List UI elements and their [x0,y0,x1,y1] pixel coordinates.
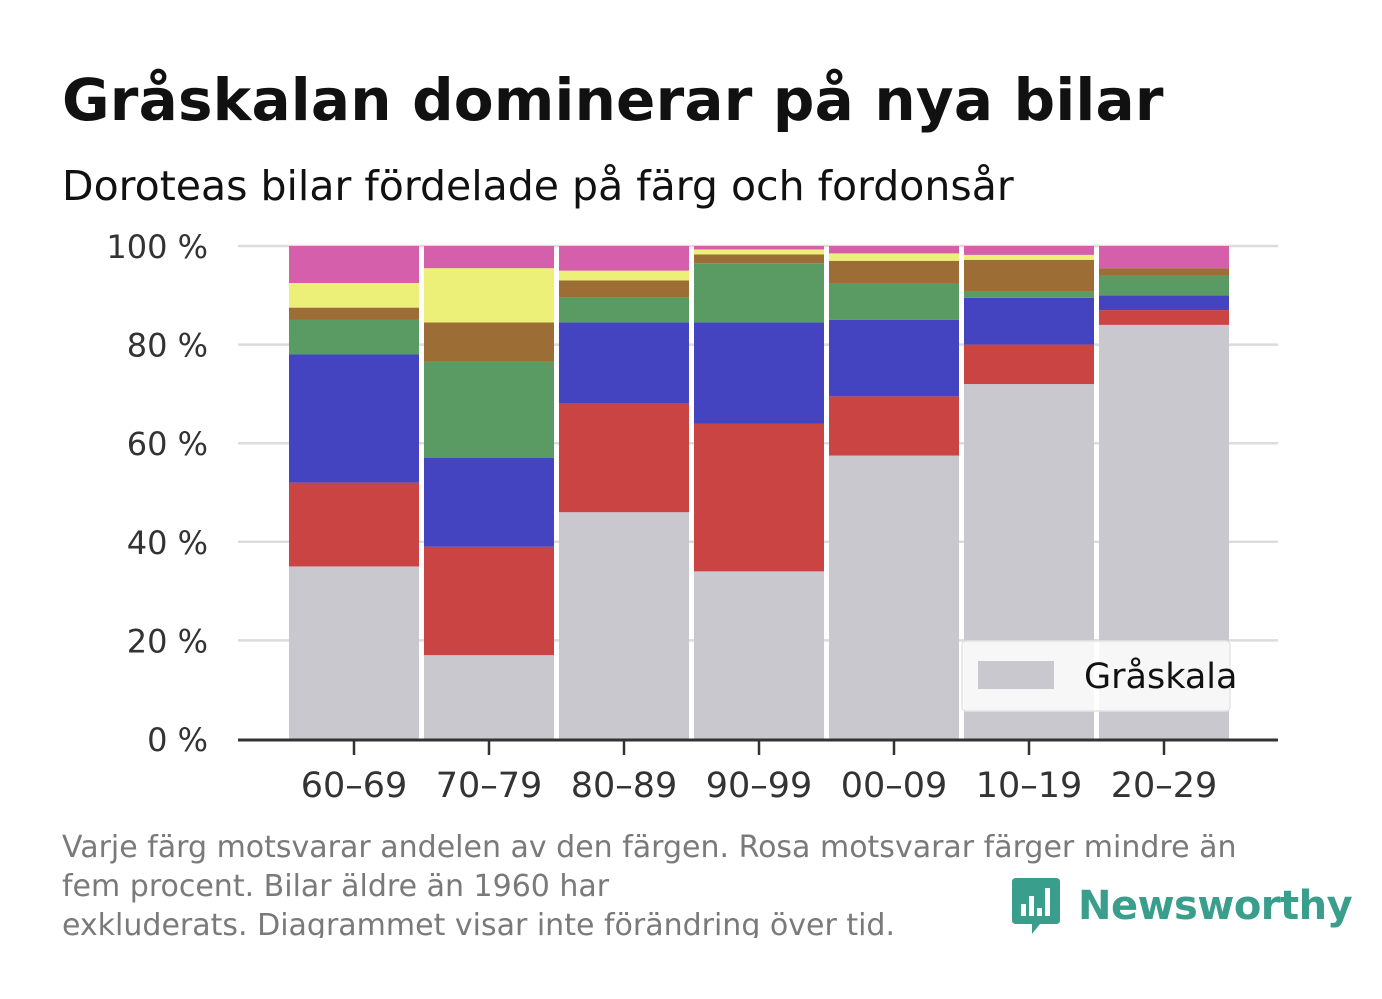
y-tick-label: 0 % [147,721,208,759]
bar-segment [964,246,1094,255]
bar-segment [559,281,689,298]
bar-segment [424,547,554,655]
bar-segment [694,263,824,322]
bar-segment [424,362,554,458]
bar-segment [964,260,1094,292]
bar-segment [964,298,1094,345]
bar-segment [829,246,959,253]
bar-segment [1099,276,1229,296]
bar-segment [559,404,689,512]
bar-segment [829,456,959,739]
bar-segment [694,249,824,254]
bar-segment [694,254,824,263]
bar-segment [694,246,824,249]
x-tick-label: 70–79 [436,766,543,806]
footnote-line-1: Varje färg motsvarar andelen av den färg… [62,828,1302,867]
bar-segment [289,246,419,283]
x-tick-label: 60–69 [301,766,408,806]
bar-segment [424,246,554,268]
x-tick-label: 80–89 [571,766,678,806]
bar-segment [289,283,419,308]
x-tick-label: 10–19 [976,766,1083,806]
legend-swatch [978,661,1054,689]
bar-segment [1099,268,1229,275]
x-tick-label: 20–29 [1111,766,1218,806]
bar-segment [424,655,554,739]
bar-segment [694,423,824,571]
bar-segment [829,261,959,283]
y-tick-label: 100 % [106,228,208,266]
brand-name: Newsworthy [1078,883,1352,929]
y-tick-label: 60 % [127,425,208,463]
bar-segment [289,320,419,355]
y-tick-label: 40 % [127,524,208,562]
bar-segment [1099,246,1229,268]
bar-segment [829,396,959,455]
x-tick-label: 00–09 [841,766,948,806]
bar-segment [1099,295,1229,310]
bar-segment [1099,310,1229,325]
legend-label: Gråskala [1084,656,1237,697]
bar-segment [829,283,959,320]
bar-segment [424,322,554,361]
bar-segment [964,255,1094,260]
bar-segment [559,512,689,739]
bar-segment [424,268,554,322]
bar-segment [964,292,1094,298]
bar-segment [289,566,419,739]
bar-segment [964,345,1094,384]
y-tick-label: 80 % [127,327,208,365]
bar-segment [694,571,824,739]
newsworthy-logo-icon [1012,876,1060,936]
bar-segment [289,483,419,567]
bar-segment [829,253,959,260]
bar-segment [289,354,419,482]
bar-segment [559,298,689,323]
brand-logo: Newsworthy [1012,876,1352,936]
bar-segment [829,320,959,396]
bar-segment [559,271,689,281]
bar-segment [559,246,689,271]
x-tick-label: 90–99 [706,766,813,806]
bar-segment [694,322,824,423]
bar-segment [424,458,554,547]
y-tick-label: 20 % [127,622,208,660]
bar-segment [559,322,689,403]
bar-segment [289,308,419,320]
